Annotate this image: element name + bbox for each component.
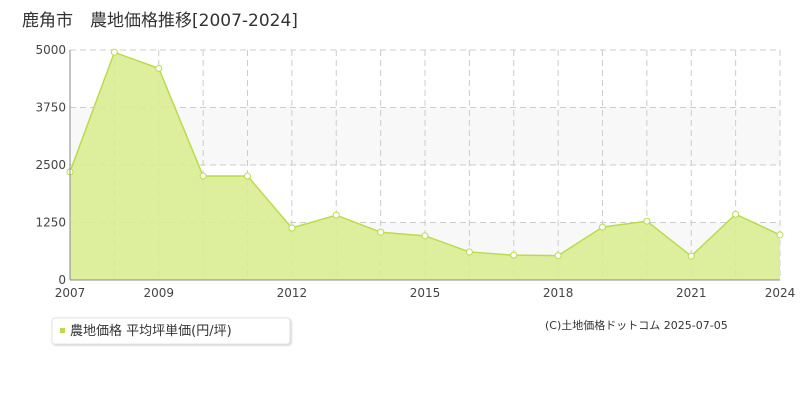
x-tick-label: 2018	[543, 286, 574, 300]
point	[377, 228, 385, 236]
point	[776, 231, 784, 239]
y-tick-label: 0	[58, 273, 66, 287]
point	[244, 172, 251, 180]
x-tick-label: 2012	[277, 286, 308, 300]
y-tick-label: 3750	[35, 101, 66, 115]
copyright: (C)土地価格ドットコム 2025-07-05	[545, 318, 728, 332]
legend-label: 農地価格 平均坪単価(円/坪)	[70, 323, 232, 339]
point	[599, 223, 606, 231]
x-tick-label: 2015	[410, 286, 441, 300]
point	[332, 211, 340, 219]
legend-swatch	[60, 328, 65, 333]
chart-title: 鹿角市 農地価格推移[2007-2024]	[22, 11, 298, 31]
point	[554, 252, 562, 260]
point	[465, 248, 473, 256]
y-tick-label: 1250	[35, 216, 66, 230]
point	[199, 172, 207, 180]
point	[155, 64, 163, 72]
y-tick-label: 5000	[35, 43, 66, 57]
point	[732, 210, 740, 218]
legend-box	[51, 317, 291, 345]
point	[510, 251, 518, 259]
x-tick-label: 2009	[143, 286, 174, 300]
x-tick-label: 2007	[55, 286, 86, 300]
x-tick-label: 2024	[765, 286, 796, 300]
point	[421, 232, 429, 240]
point	[687, 252, 695, 260]
x-tick-label: 2021	[676, 286, 707, 300]
y-tick-label: 2500	[35, 158, 66, 172]
point	[288, 224, 296, 232]
point	[110, 48, 118, 56]
area	[70, 52, 780, 280]
point	[643, 217, 651, 225]
